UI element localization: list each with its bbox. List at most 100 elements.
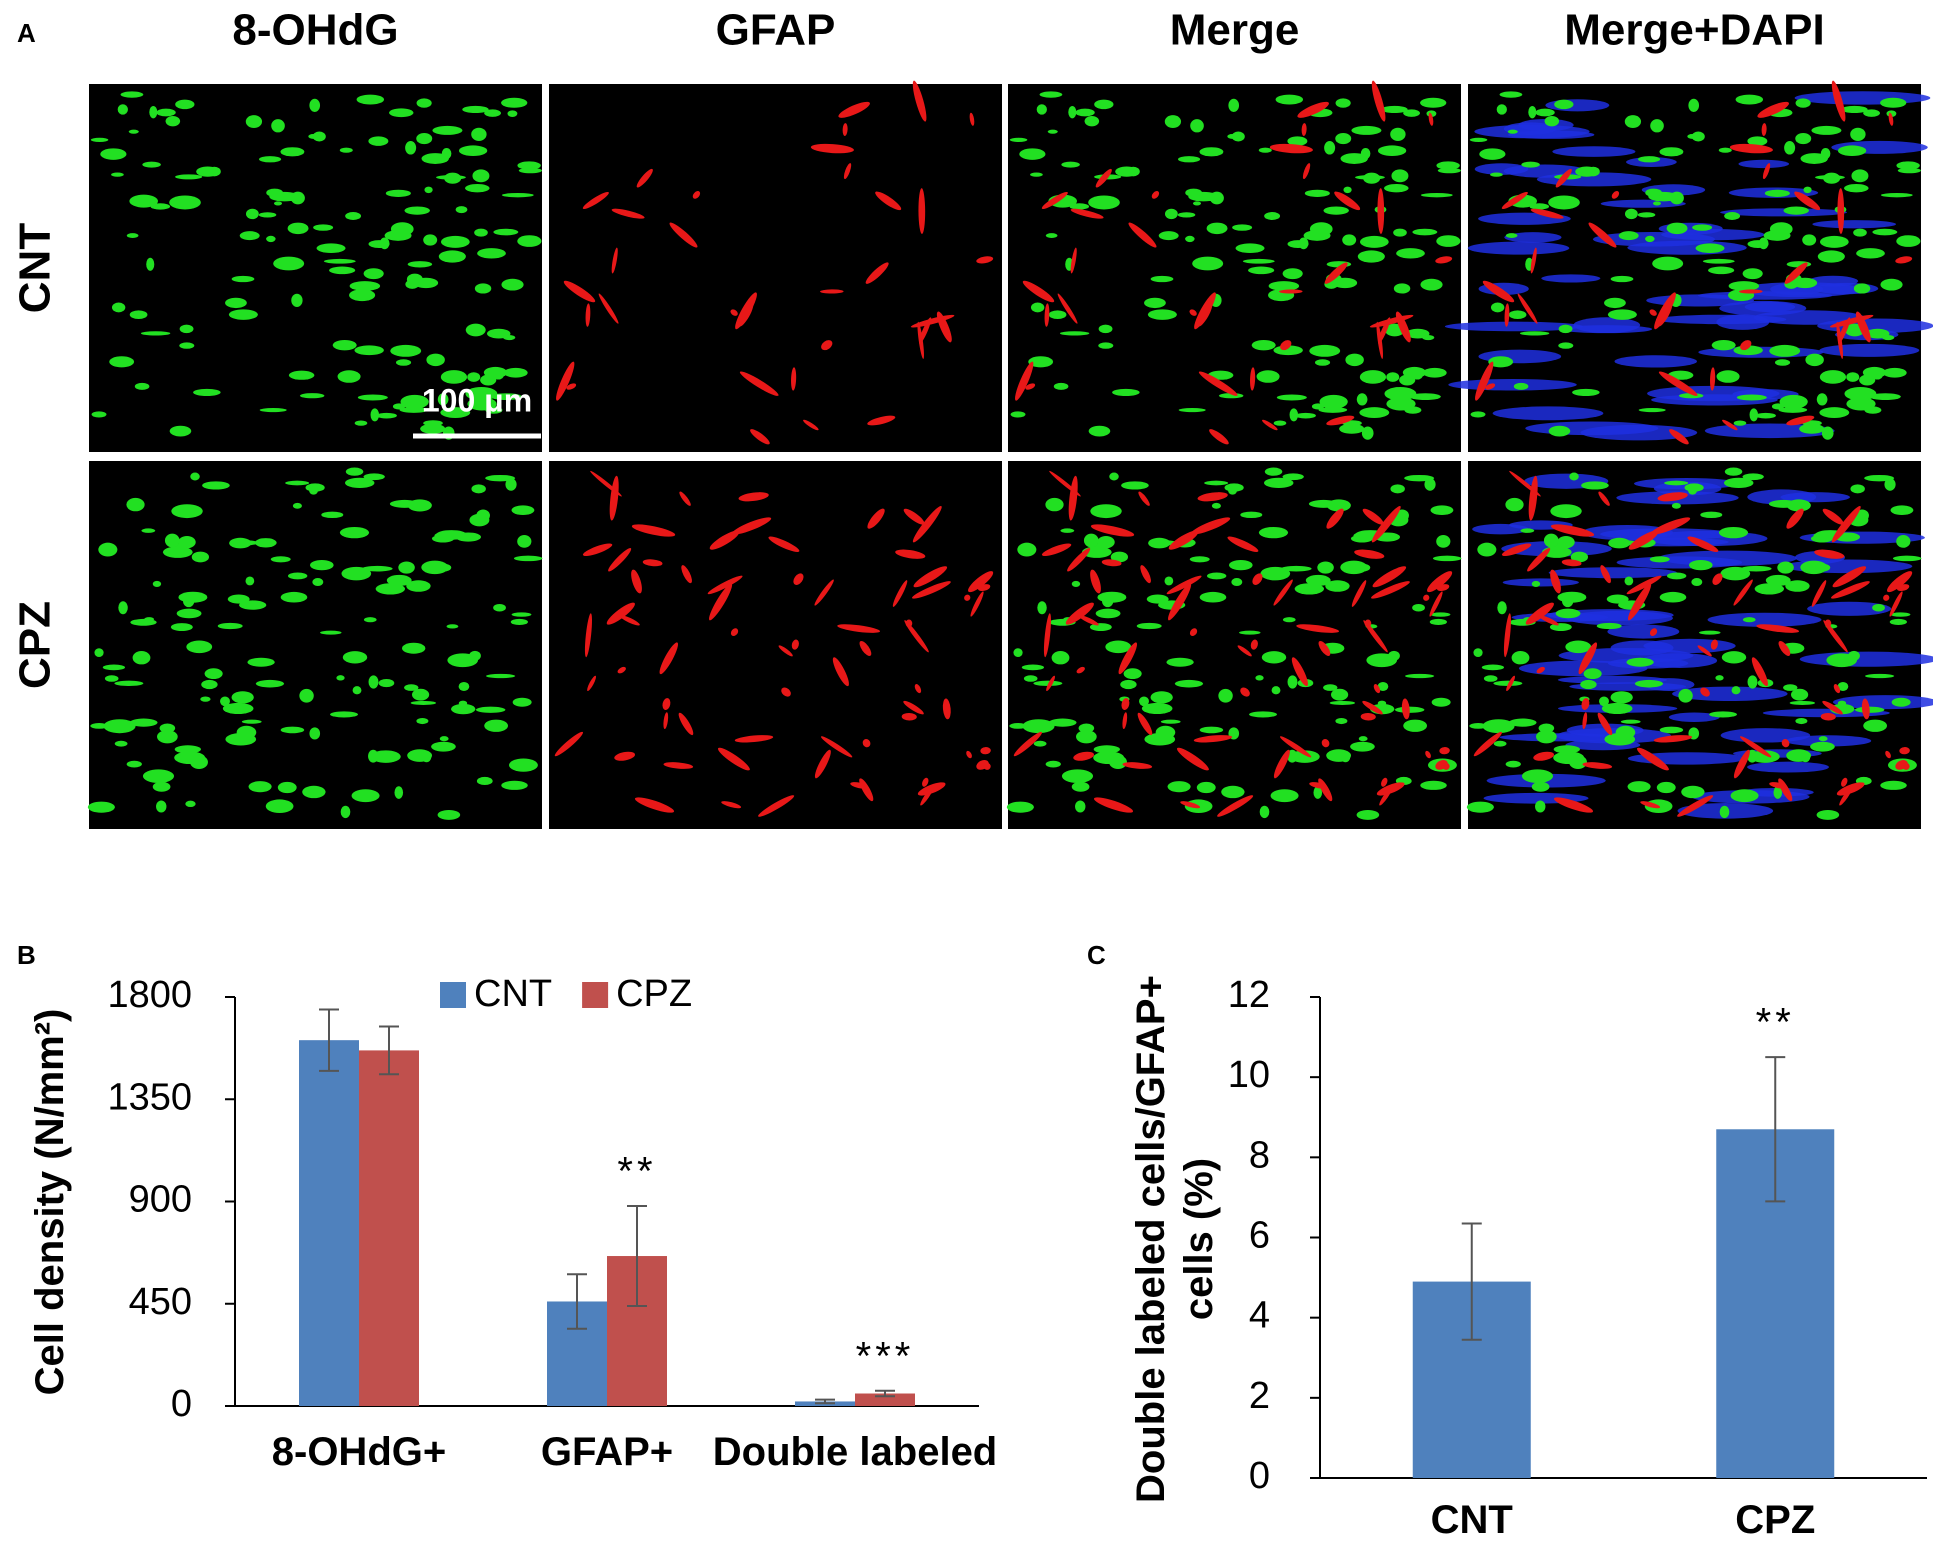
- y-axis-label: Double labeled cells/GFAP+ cells (%): [1129, 975, 1221, 1503]
- green-signal: [1061, 769, 1094, 783]
- red-signal: [1121, 698, 1130, 711]
- green-signal: [231, 275, 255, 283]
- green-signal: [1429, 618, 1447, 626]
- green-signal: [1359, 370, 1387, 384]
- green-signal: [501, 278, 524, 291]
- red-signal: [1273, 749, 1290, 779]
- dapi-signal: [1573, 317, 1641, 334]
- green-signal: [368, 136, 389, 146]
- dapi-signal: [1504, 232, 1562, 243]
- green-signal: [1499, 91, 1523, 98]
- green-signal: [175, 99, 195, 110]
- green-signal: [1105, 640, 1132, 654]
- green-signal: [1068, 105, 1077, 119]
- red-signal: [1013, 731, 1043, 757]
- green-signal: [1483, 675, 1498, 682]
- green-signal: [1473, 648, 1483, 657]
- green-signal: [91, 411, 107, 418]
- red-signal: [587, 675, 596, 692]
- micrograph: [87, 461, 543, 829]
- green-signal: [1264, 467, 1283, 476]
- red-signal: [1168, 583, 1192, 621]
- green-signal: [309, 486, 319, 495]
- red-signal: [838, 101, 870, 118]
- green-signal: [1819, 407, 1850, 418]
- dapi-signal: [1785, 735, 1872, 747]
- green-signal: [1436, 534, 1451, 548]
- red-signal: [1090, 569, 1101, 594]
- green-signal: [255, 679, 285, 688]
- red-signal: [679, 491, 691, 506]
- red-signal: [903, 508, 925, 525]
- green-signal: [271, 119, 285, 133]
- red-signal: [1781, 738, 1790, 748]
- green-signal: [1342, 234, 1357, 246]
- red-signal: [1439, 747, 1450, 755]
- red-signal: [912, 581, 951, 599]
- green-signal: [1228, 98, 1240, 112]
- green-signal: [146, 257, 155, 271]
- green-signal: [1718, 526, 1749, 539]
- green-signal: [1733, 420, 1747, 426]
- error-bar: [379, 1025, 399, 1076]
- green-signal: [1263, 477, 1294, 488]
- green-signal: [341, 566, 372, 581]
- green-signal: [395, 359, 412, 366]
- red-signal: [1887, 571, 1913, 593]
- green-signal: [1148, 537, 1171, 549]
- green-signal: [111, 172, 124, 177]
- red-signal: [976, 256, 994, 264]
- green-signal: [404, 206, 430, 215]
- green-signal: [1711, 340, 1736, 351]
- green-signal: [1520, 528, 1535, 533]
- green-signal: [501, 192, 534, 198]
- green-signal: [439, 736, 449, 742]
- dapi-signal: [1444, 321, 1584, 332]
- green-signal: [1599, 696, 1609, 707]
- green-signal: [378, 678, 395, 688]
- red-signal: [793, 573, 804, 585]
- red-signal: [1073, 751, 1095, 761]
- green-signal: [1436, 161, 1460, 170]
- green-signal: [1009, 137, 1028, 142]
- green-signal: [1691, 131, 1705, 142]
- green-signal: [517, 235, 542, 247]
- column-header: Merge+DAPI: [1564, 6, 1824, 55]
- dapi-signal: [1707, 612, 1822, 627]
- dapi-signal: [1719, 300, 1807, 316]
- green-signal: [1536, 730, 1557, 744]
- red-signal: [1351, 580, 1367, 607]
- green-signal: [1430, 505, 1454, 515]
- red-signal: [1078, 615, 1099, 626]
- green-signal: [141, 528, 156, 533]
- green-signal: [1764, 189, 1790, 197]
- red-signal: [631, 569, 642, 594]
- green-signal: [510, 618, 528, 626]
- green-signal: [1618, 231, 1639, 241]
- bar: [359, 1050, 419, 1406]
- red-signal: [1209, 429, 1229, 445]
- green-signal: [375, 583, 406, 595]
- red-signal: [1588, 222, 1617, 248]
- green-signal: [1557, 591, 1587, 603]
- row-label: CNT: [11, 223, 60, 314]
- green-signal: [225, 733, 257, 746]
- green-signal: [1626, 657, 1654, 667]
- green-signal: [248, 781, 272, 793]
- red-signal: [1435, 256, 1453, 264]
- red-signal: [619, 615, 640, 626]
- green-signal: [1846, 397, 1876, 411]
- green-signal: [1275, 94, 1304, 105]
- red-signal: [1427, 571, 1453, 593]
- green-signal: [310, 560, 334, 571]
- dapi-signal: [1467, 241, 1570, 255]
- green-signal: [1185, 188, 1203, 197]
- panel-letter: C: [1087, 940, 1106, 970]
- micrograph-background: [549, 84, 1002, 452]
- green-signal: [175, 174, 203, 180]
- green-signal: [1282, 268, 1303, 280]
- green-signal: [1199, 147, 1224, 157]
- green-signal: [1023, 675, 1038, 682]
- red-signal: [563, 280, 596, 303]
- green-signal: [1404, 673, 1435, 679]
